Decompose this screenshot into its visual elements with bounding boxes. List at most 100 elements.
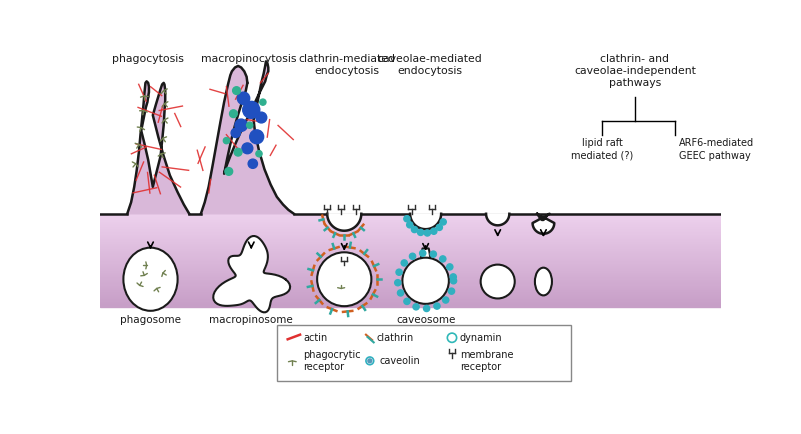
Text: caveolin: caveolin (379, 356, 420, 366)
Circle shape (440, 219, 446, 225)
Bar (100, 293, 721, 295)
Bar (100, 272, 721, 273)
Circle shape (235, 119, 248, 132)
Bar (100, 302, 721, 303)
Ellipse shape (123, 248, 178, 311)
Polygon shape (421, 248, 430, 258)
Circle shape (256, 112, 267, 123)
Polygon shape (410, 214, 441, 229)
Circle shape (434, 303, 440, 309)
Text: phagocrytic
receptor: phagocrytic receptor (303, 350, 360, 372)
Text: phagosome: phagosome (120, 316, 181, 326)
Bar (100, 225, 721, 227)
Polygon shape (127, 81, 189, 214)
Circle shape (232, 87, 240, 95)
Circle shape (231, 128, 240, 138)
Circle shape (424, 306, 429, 312)
Bar (100, 258, 721, 259)
Bar (100, 261, 721, 263)
Bar (100, 228, 721, 229)
Bar (100, 252, 721, 253)
Polygon shape (486, 214, 509, 225)
Circle shape (250, 130, 264, 144)
Circle shape (237, 92, 250, 105)
Bar (100, 230, 721, 231)
Text: lipid raft
mediated (?): lipid raft mediated (?) (571, 138, 634, 161)
Bar (100, 269, 721, 271)
Circle shape (450, 274, 457, 280)
Circle shape (409, 253, 416, 260)
Bar (100, 289, 721, 290)
Text: clathrin- and
caveolae-independent
pathways: clathrin- and caveolae-independent pathw… (574, 54, 696, 89)
Bar (100, 296, 721, 297)
Bar (100, 277, 721, 279)
Circle shape (234, 148, 242, 156)
Bar (100, 275, 721, 276)
Circle shape (243, 102, 260, 118)
Bar (100, 295, 721, 296)
Bar (100, 217, 721, 219)
Bar (100, 237, 721, 238)
Bar (100, 293, 721, 294)
Bar (100, 279, 721, 281)
Bar (100, 274, 721, 276)
Circle shape (450, 278, 457, 284)
Bar (100, 255, 721, 257)
Bar (100, 229, 721, 230)
Bar (100, 254, 721, 256)
Bar (100, 270, 721, 272)
Bar (100, 247, 721, 249)
Bar (100, 304, 721, 306)
Bar (100, 243, 721, 244)
Bar (100, 298, 721, 299)
Bar (100, 241, 721, 243)
Bar (100, 283, 721, 285)
Bar (100, 290, 721, 292)
Circle shape (256, 151, 262, 157)
Bar (100, 221, 721, 222)
Bar (100, 245, 721, 247)
Bar (100, 250, 721, 251)
Bar (100, 232, 721, 234)
Polygon shape (213, 236, 290, 312)
Bar (100, 259, 721, 260)
Circle shape (402, 258, 449, 304)
Circle shape (425, 230, 430, 236)
Bar (100, 227, 721, 228)
Text: macropinosome: macropinosome (209, 316, 293, 326)
Circle shape (412, 227, 417, 233)
Text: clathrin-mediated
endocytosis: clathrin-mediated endocytosis (298, 54, 395, 76)
Circle shape (437, 224, 442, 230)
Bar (100, 222, 721, 224)
Bar (100, 216, 721, 217)
Bar (100, 267, 721, 269)
Bar (100, 263, 721, 265)
Text: clathrin: clathrin (376, 333, 414, 343)
Circle shape (404, 298, 410, 304)
Circle shape (417, 229, 424, 236)
Bar (100, 268, 721, 270)
Circle shape (407, 222, 413, 228)
Bar (100, 244, 721, 245)
Polygon shape (533, 214, 554, 234)
Circle shape (225, 168, 232, 175)
Text: actin: actin (303, 333, 328, 343)
Bar (100, 297, 721, 299)
Circle shape (317, 252, 372, 306)
Text: membrane
receptor: membrane receptor (460, 350, 513, 372)
Circle shape (401, 260, 408, 266)
Text: caveolae-mediated
endocytosis: caveolae-mediated endocytosis (377, 54, 482, 76)
Bar (100, 286, 721, 288)
Bar (100, 223, 721, 224)
Bar (100, 281, 721, 282)
Circle shape (223, 138, 230, 144)
Circle shape (404, 216, 410, 222)
Bar (100, 218, 721, 220)
Bar (100, 305, 721, 306)
Circle shape (440, 256, 446, 262)
Circle shape (397, 290, 404, 296)
Circle shape (260, 99, 266, 105)
Polygon shape (327, 214, 361, 231)
Circle shape (230, 110, 237, 118)
Circle shape (420, 250, 426, 256)
